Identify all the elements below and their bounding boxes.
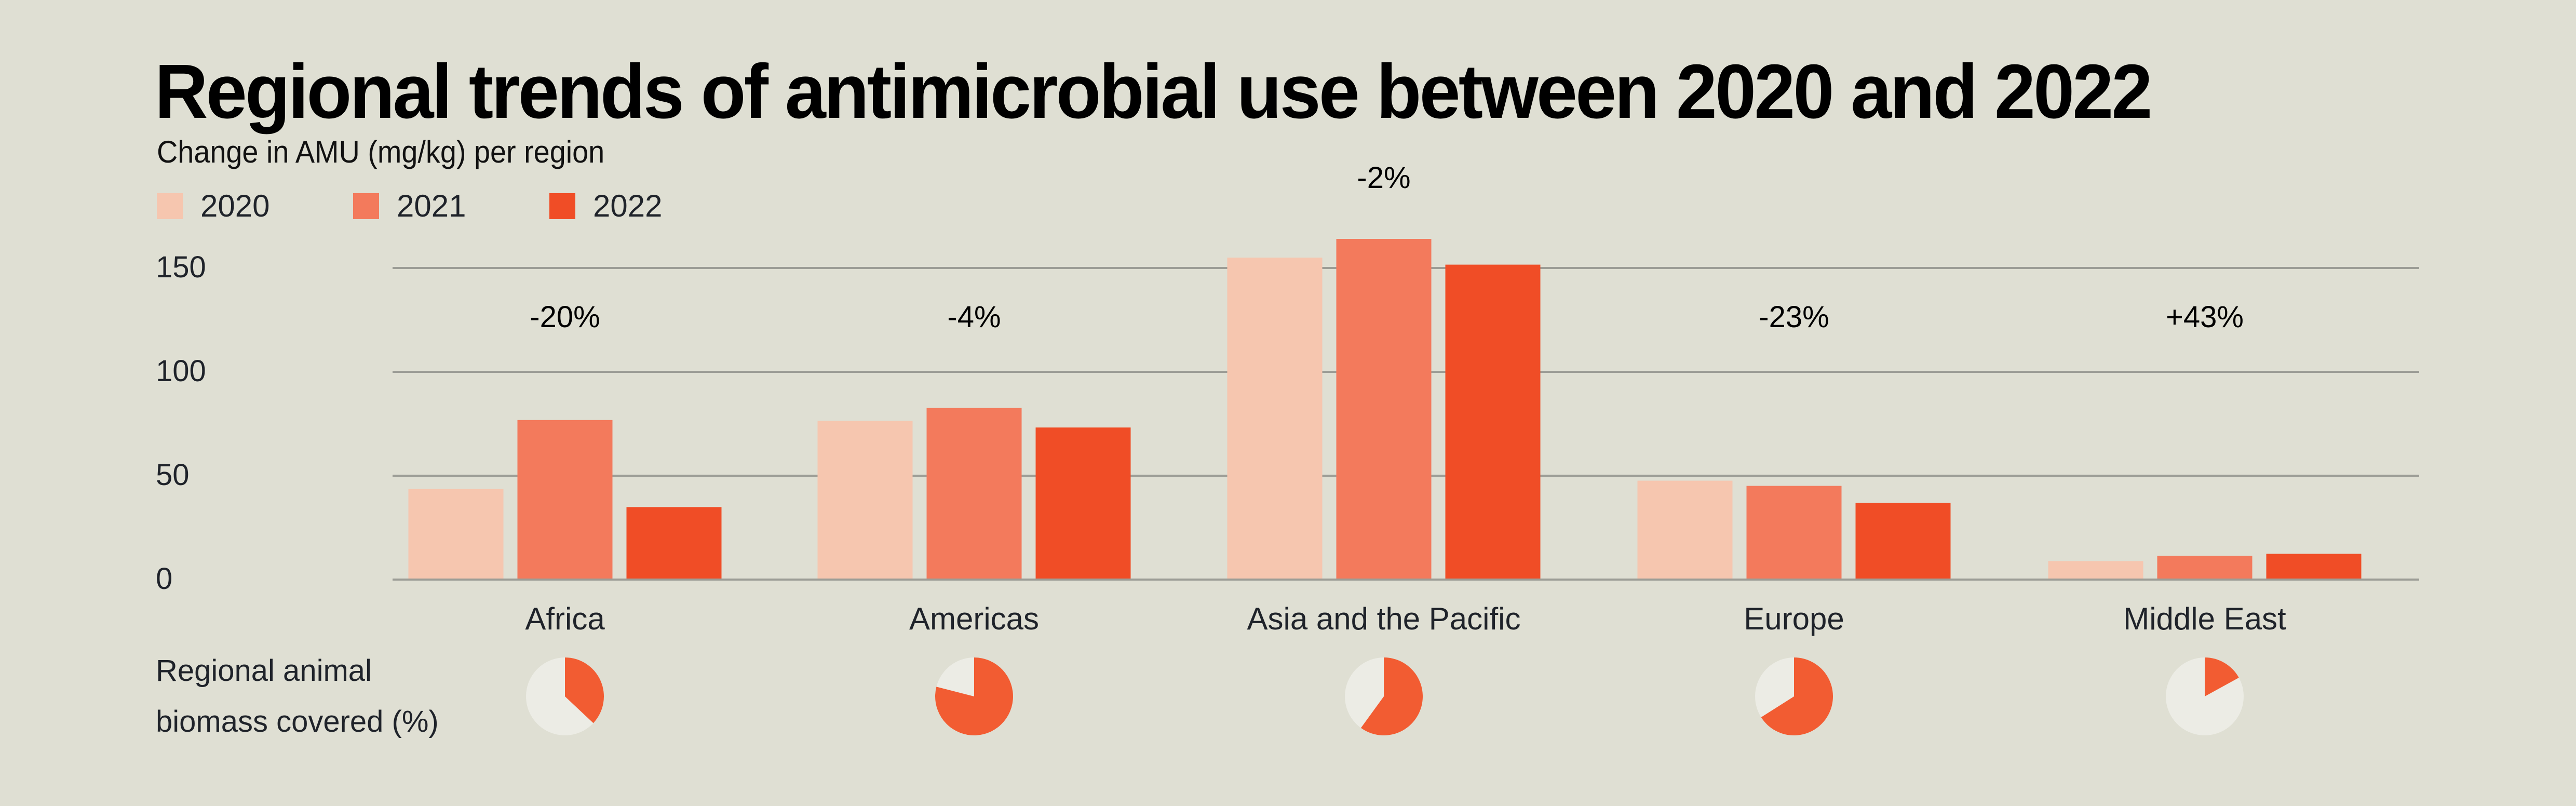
bar-europe-2022: [1855, 503, 1951, 579]
bar-africa-2021: [517, 420, 613, 579]
bar-asia-and-the-pacific-2020: [1227, 258, 1323, 579]
bar-europe-2021: [1746, 486, 1842, 579]
change-label: -20%: [530, 300, 600, 334]
change-label: -2%: [1357, 161, 1410, 195]
legend-swatch-2022: [549, 193, 575, 219]
change-label: -4%: [947, 300, 1001, 334]
x-axis-labels: Africa Americas Asia and the Pacific Europe…: [525, 601, 2286, 636]
chart-title: Regional trends of antimicrobial use bet…: [155, 49, 2152, 135]
pie-covered-slice: [935, 657, 1014, 736]
biomass-pies: [526, 657, 2244, 736]
change-label: +43%: [2166, 300, 2244, 334]
bar-europe-2020: [1637, 480, 1733, 579]
chart-subtitle: Change in AMU (mg/kg) per region: [157, 135, 605, 169]
pie-covered-slice: [565, 657, 604, 723]
pie-asia-and-the-pacific: [1345, 657, 1423, 735]
legend-label-2021: 2021: [397, 189, 466, 223]
y-tick-label: 0: [156, 562, 172, 596]
legend-label-2020: 2020: [200, 189, 270, 223]
pie-europe: [1755, 657, 1833, 736]
bar-americas-2020: [817, 421, 913, 579]
x-tick-label: Europe: [1744, 601, 1844, 636]
bar-americas-2021: [926, 408, 1022, 579]
x-tick-label: Africa: [525, 601, 605, 636]
pie-caption-line1: Regional animal: [156, 654, 372, 688]
y-tick-label: 50: [156, 458, 190, 492]
x-tick-label: Asia and the Pacific: [1247, 601, 1521, 636]
pie-covered-slice: [1761, 657, 1833, 736]
bar-africa-2020: [408, 489, 504, 579]
pie-africa: [526, 657, 604, 735]
bar-americas-2022: [1035, 427, 1131, 579]
bar-middle-east-2021: [2157, 556, 2253, 579]
change-label: -23%: [1759, 300, 1829, 334]
bar-middle-east-2020: [2048, 561, 2143, 579]
bar-middle-east-2022: [2266, 554, 2362, 579]
legend-swatch-2021: [353, 193, 379, 219]
y-tick-label: 150: [156, 250, 206, 284]
y-tick-label: 100: [156, 354, 206, 388]
x-tick-label: Middle East: [2123, 601, 2286, 636]
pie-caption-line2: biomass covered (%): [156, 705, 439, 738]
x-tick-label: Americas: [909, 601, 1039, 636]
bars: [408, 239, 2362, 579]
legend-label-2022: 2022: [593, 189, 663, 223]
legend-item-2020: 2020: [157, 188, 269, 224]
bar-asia-and-the-pacific-2021: [1336, 239, 1432, 579]
bar-asia-and-the-pacific-2022: [1445, 264, 1541, 579]
legend-item-2022: 2022: [549, 188, 662, 224]
pie-covered-slice: [2205, 657, 2239, 696]
y-axis-ticks: 0 50 100 150: [156, 250, 206, 596]
pie-covered-slice: [1360, 657, 1423, 735]
pie-middle-east: [2166, 657, 2244, 735]
bar-africa-2022: [626, 507, 722, 579]
change-labels: -20% -4% -2% -23% +43%: [530, 161, 2244, 334]
legend-item-2021: 2021: [353, 188, 466, 224]
pie-americas: [935, 657, 1014, 736]
legend-swatch-2020: [157, 193, 183, 219]
